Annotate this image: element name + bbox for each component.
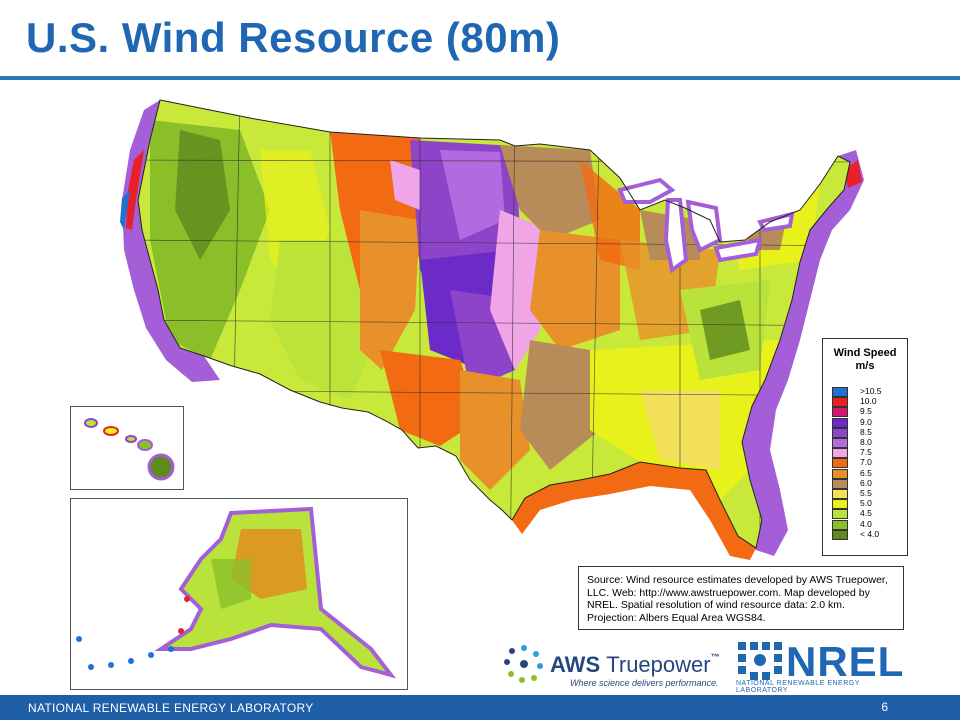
legend-swatch — [832, 509, 848, 520]
legend-title: Wind Speed m/s — [823, 347, 907, 373]
legend-item: 6.5 — [832, 467, 902, 479]
legend-label: < 4.0 — [860, 528, 880, 539]
legend-item: 9.0 — [832, 416, 902, 428]
nrel-mark-icon — [738, 642, 782, 680]
legend-item: < 4.0 — [832, 528, 902, 540]
legend-swatch — [832, 529, 848, 540]
legend-swatch — [832, 448, 848, 459]
legend-item: 8.0 — [832, 437, 902, 448]
legend-label: 7.5 — [860, 447, 872, 458]
legend-label: 5.5 — [860, 488, 872, 498]
legend-item: 8.5 — [832, 426, 902, 438]
legend-label: 6.5 — [860, 467, 872, 478]
legend-label: 8.5 — [860, 426, 872, 437]
legend-item: 6.0 — [832, 477, 902, 489]
nrel-wordmark: NREL — [786, 638, 905, 685]
wind-speed-legend: Wind Speed m/s >10.5 10.0 9.5 9.0 8.5 8.0 7.5 7… — [822, 338, 908, 556]
legend-item: 5.5 — [832, 488, 902, 499]
legend-item: 4.5 — [832, 508, 902, 520]
legend-label: 6.0 — [860, 477, 872, 488]
legend-swatch — [832, 478, 848, 489]
legend-label: 10.0 — [860, 396, 877, 407]
footer-org: NATIONAL RENEWABLE ENERGY LABORATORY — [28, 701, 314, 715]
legend-item: 4.0 — [832, 518, 902, 530]
legend-label: 7.0 — [860, 457, 872, 468]
legend-swatch — [832, 519, 848, 530]
aws-truepower-logo: AWS Truepower™ Where science delivers pe… — [502, 640, 732, 690]
title-rule — [0, 76, 960, 80]
legend-swatch — [832, 438, 848, 448]
legend-swatch — [832, 417, 848, 428]
legend-swatch — [832, 387, 848, 397]
hawaii-inset — [70, 406, 184, 490]
nrel-logo: NREL NATIONAL RENEWABLE ENERGY LABORATOR… — [736, 638, 906, 694]
legend-swatch — [832, 489, 848, 499]
aws-tagline: Where science delivers performance. — [570, 678, 719, 688]
legend-item: 5.0 — [832, 498, 902, 510]
legend-swatch — [832, 397, 848, 408]
legend-label: >10.5 — [860, 386, 882, 396]
legend-swatch — [832, 468, 848, 479]
legend-title-line2: m/s — [855, 360, 875, 372]
page-number: 6 — [881, 700, 888, 714]
legend-swatch — [832, 458, 848, 469]
legend-label: 5.0 — [860, 498, 872, 509]
aws-dots-icon — [504, 645, 543, 683]
legend-swatch — [832, 499, 848, 510]
legend-label: 9.0 — [860, 416, 872, 427]
source-note: Source: Wind resource estimates develope… — [578, 566, 904, 630]
slide-title: U.S. Wind Resource (80m) — [26, 14, 561, 61]
legend-item: 7.0 — [832, 457, 902, 469]
legend-item: 7.5 — [832, 447, 902, 459]
footer-bar: NATIONAL RENEWABLE ENERGY LABORATORY 6 — [0, 695, 960, 720]
nrel-fullname: NATIONAL RENEWABLE ENERGY LABORATORY — [736, 680, 860, 694]
legend-label: 4.5 — [860, 508, 872, 519]
legend-swatch — [832, 427, 848, 438]
legend-item: 10.0 — [832, 396, 902, 408]
legend-label: 8.0 — [860, 437, 872, 447]
conus-wind-map — [120, 99, 864, 560]
legend-item: 9.5 — [832, 406, 902, 418]
legend-swatch — [832, 407, 848, 418]
legend-item: >10.5 — [832, 386, 902, 397]
legend-title-line1: Wind Speed — [833, 347, 897, 359]
alaska-inset — [70, 498, 408, 690]
aws-name: AWS Truepower™ — [550, 652, 720, 677]
legend-label: 9.5 — [860, 406, 872, 417]
legend-label: 4.0 — [860, 518, 872, 529]
